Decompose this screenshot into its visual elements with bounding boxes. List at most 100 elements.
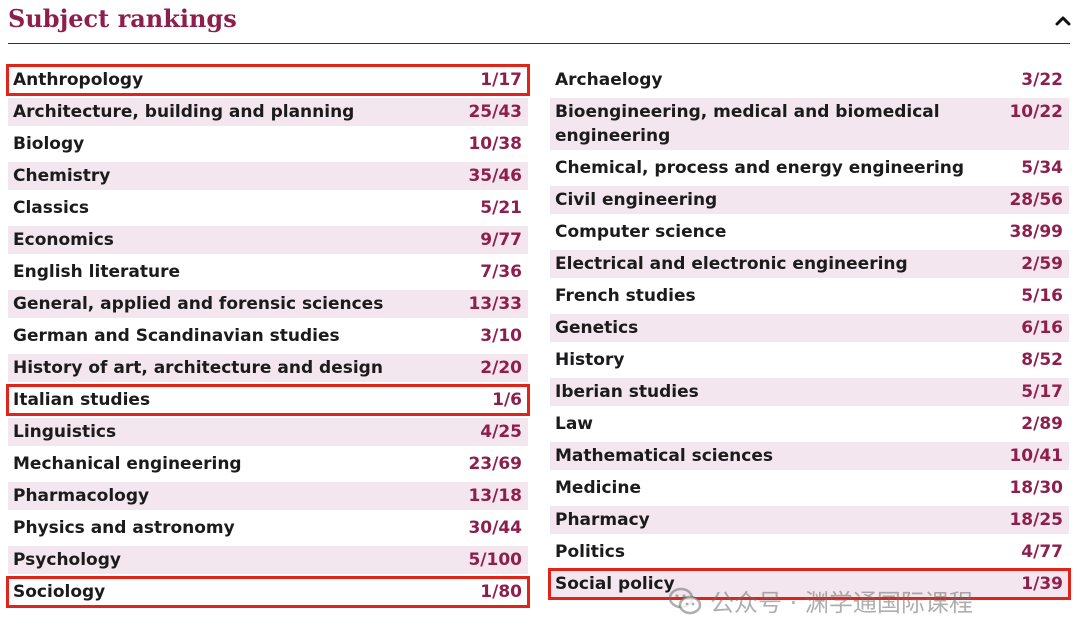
ranking-row: Archaelogy 3/22 (550, 66, 1069, 94)
subject-rank: 38/99 (1009, 222, 1063, 242)
header-divider (8, 43, 1070, 44)
subject-name: Architecture, building and planning (13, 102, 355, 122)
ranking-row: Electrical and electronic engineering 2/5… (550, 250, 1069, 278)
ranking-row: Genetics 6/16 (550, 314, 1069, 342)
subject-rank: 5/100 (468, 550, 522, 570)
subject-name: History of art, architecture and design (13, 358, 383, 378)
subject-name: Electrical and electronic engineering (555, 254, 908, 274)
subject-name: Economics (13, 230, 114, 250)
subject-rank: 10/38 (468, 134, 522, 154)
ranking-row: Psychology 5/100 (8, 546, 528, 574)
ranking-row: Social policy 1/39 (548, 568, 1071, 600)
subject-name: German and Scandinavian studies (13, 326, 340, 346)
subject-name: Bioengineering, medical and biomedical e… (555, 102, 940, 146)
chevron-up-icon[interactable] (1052, 10, 1074, 32)
subject-rank: 4/77 (1021, 542, 1063, 562)
subject-name: Mechanical engineering (13, 454, 242, 474)
subject-name: Social policy (555, 574, 675, 594)
section-title: Subject rankings (8, 4, 237, 33)
rankings-column-left: Anthropology 1/17 Architecture, building a… (6, 64, 530, 610)
subject-rank: 10/22 (1009, 102, 1063, 122)
subject-name: Archaelogy (555, 70, 663, 90)
ranking-row: Iberian studies 5/17 (550, 378, 1069, 406)
subject-rank: 3/10 (480, 326, 522, 346)
ranking-row: History 8/52 (550, 346, 1069, 374)
ranking-row: Bioengineering, medical and biomedical e… (550, 98, 1069, 150)
subject-rank: 1/6 (492, 390, 522, 410)
subject-rank: 1/39 (1021, 574, 1063, 594)
subject-rank: 13/33 (468, 294, 522, 314)
subject-name: Biology (13, 134, 85, 154)
ranking-row: German and Scandinavian studies 3/10 (8, 322, 528, 350)
ranking-row: Chemical, process and energy engineering… (550, 154, 1069, 182)
ranking-row: History of art, architecture and design 2… (8, 354, 528, 382)
subject-name: Medicine (555, 478, 641, 498)
subject-rank: 18/25 (1009, 510, 1063, 530)
subject-name: Pharmacology (13, 486, 150, 506)
ranking-row: Biology 10/38 (8, 130, 528, 158)
subject-rank: 1/80 (480, 582, 522, 602)
subject-rank: 23/69 (468, 454, 522, 474)
ranking-row: Politics 4/77 (550, 538, 1069, 566)
ranking-row: Law 2/89 (550, 410, 1069, 438)
subject-name: Mathematical sciences (555, 446, 773, 466)
subject-name: Classics (13, 198, 90, 218)
subject-name: History (555, 350, 625, 370)
subject-name: Genetics (555, 318, 639, 338)
subject-rank: 2/89 (1021, 414, 1063, 434)
subject-name: Civil engineering (555, 190, 718, 210)
ranking-row: Pharmacology 13/18 (8, 482, 528, 510)
ranking-row: Anthropology 1/17 (6, 64, 530, 96)
ranking-row: French studies 5/16 (550, 282, 1069, 310)
subject-name: Iberian studies (555, 382, 699, 402)
subject-rank: 18/30 (1009, 478, 1063, 498)
subject-name: Linguistics (13, 422, 117, 442)
ranking-row: Sociology 1/80 (6, 576, 530, 608)
ranking-row: Pharmacy 18/25 (550, 506, 1069, 534)
subject-rank: 2/59 (1021, 254, 1063, 274)
subject-rank: 8/52 (1021, 350, 1063, 370)
subject-rank: 4/25 (480, 422, 522, 442)
subject-rank: 5/17 (1021, 382, 1063, 402)
subject-rank: 13/18 (468, 486, 522, 506)
ranking-row: Architecture, building and planning 25/43 (8, 98, 528, 126)
subject-name: Psychology (13, 550, 121, 570)
ranking-row: Medicine 18/30 (550, 474, 1069, 502)
ranking-row: Italian studies 1/6 (6, 384, 530, 416)
subject-rank: 5/34 (1021, 158, 1063, 178)
ranking-row: Mechanical engineering 23/69 (8, 450, 528, 478)
ranking-row: Economics 9/77 (8, 226, 528, 254)
subject-name: Law (555, 414, 594, 434)
subject-name: Chemical, process and energy engineering (555, 158, 965, 178)
subject-rank: 10/41 (1009, 446, 1063, 466)
subject-name: English literature (13, 262, 180, 282)
subject-rank: 25/43 (468, 102, 522, 122)
subject-rank: 6/16 (1021, 318, 1063, 338)
subject-name: Physics and astronomy (13, 518, 235, 538)
subject-name: Politics (555, 542, 625, 562)
subject-rank: 3/22 (1021, 70, 1063, 90)
subject-name: General, applied and forensic sciences (13, 294, 384, 314)
subject-name: Sociology (13, 582, 106, 602)
ranking-row: Civil engineering 28/56 (550, 186, 1069, 214)
ranking-row: Physics and astronomy 30/44 (8, 514, 528, 542)
subject-name: Italian studies (13, 390, 151, 410)
subject-rank: 5/21 (480, 198, 522, 218)
subject-rank: 1/17 (480, 70, 522, 90)
subject-rank: 30/44 (468, 518, 522, 538)
subject-rank: 5/16 (1021, 286, 1063, 306)
subject-name: Computer science (555, 222, 727, 242)
rankings-column-right: Archaelogy 3/22 Bioengineering, medical an… (548, 66, 1071, 602)
subject-name: Pharmacy (555, 510, 650, 530)
subject-rank: 9/77 (480, 230, 522, 250)
subject-name: Anthropology (13, 70, 144, 90)
ranking-row: Linguistics 4/25 (8, 418, 528, 446)
subject-name: Chemistry (13, 166, 111, 186)
ranking-row: English literature 7/36 (8, 258, 528, 286)
subject-rank: 35/46 (468, 166, 522, 186)
section-header[interactable]: Subject rankings (0, 0, 1080, 44)
ranking-row: Classics 5/21 (8, 194, 528, 222)
ranking-row: Computer science 38/99 (550, 218, 1069, 246)
ranking-row: General, applied and forensic sciences 13… (8, 290, 528, 318)
subject-rank: 28/56 (1009, 190, 1063, 210)
